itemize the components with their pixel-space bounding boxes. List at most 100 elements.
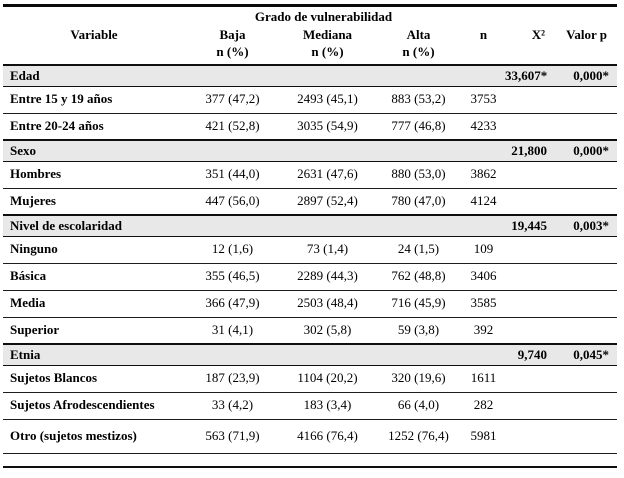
cell-alta: 777 (46,8) bbox=[375, 113, 462, 141]
cell-mediana: 2493 (45,1) bbox=[280, 86, 375, 114]
group-header-grado-vulnerabilidad: Grado de vulnerabilidad bbox=[254, 9, 393, 25]
cell-n: 1611 bbox=[462, 365, 505, 393]
cell-variable: Ninguno bbox=[3, 236, 185, 264]
header-spacer bbox=[555, 6, 617, 27]
section-row-edad: Edad 33,607* 0,000* bbox=[3, 64, 617, 87]
cell-mediana: 2631 (47,6) bbox=[280, 161, 375, 189]
cell-chi2-empty bbox=[505, 290, 555, 318]
subheader-n-pct-baja: n (%) bbox=[185, 44, 280, 66]
cell-mediana: 183 (3,4) bbox=[280, 392, 375, 420]
cell-chi2-empty bbox=[505, 86, 555, 114]
cell-valor-p-empty bbox=[555, 86, 617, 114]
cell-baja: 31 (4,1) bbox=[185, 317, 280, 345]
section-row-etnia: Etnia 9,740 0,045* bbox=[3, 343, 617, 366]
table-body: Edad 33,607* 0,000* Entre 15 y 19 años 3… bbox=[3, 64, 617, 454]
cell-alta: 1252 (76,4) bbox=[375, 419, 462, 454]
cell-chi2-empty bbox=[505, 317, 555, 345]
section-row-sexo: Sexo 21,800 0,000* bbox=[3, 139, 617, 162]
table-header: Grado de vulnerabilidad Variable Baja Me… bbox=[3, 6, 617, 66]
cell-mediana: 4166 (76,4) bbox=[280, 419, 375, 454]
cell-valor-p: 0,000* bbox=[555, 139, 617, 162]
bottom-rule-gap bbox=[3, 453, 617, 468]
cell-n: 3406 bbox=[462, 263, 505, 291]
cell-variable: Básica bbox=[3, 263, 185, 291]
cell-chi2: 33,607* bbox=[505, 64, 555, 87]
table-row-sujetos-afrodescendientes: Sujetos Afrodescendientes 33 (4,2) 183 (… bbox=[3, 392, 617, 420]
table-row-hombres: Hombres 351 (44,0) 2631 (47,6) 880 (53,0… bbox=[3, 161, 617, 189]
cell-valor-p: 0,045* bbox=[555, 343, 617, 366]
section-label: Sexo bbox=[3, 139, 505, 162]
cell-variable: Hombres bbox=[3, 161, 185, 189]
cell-chi2: 9,740 bbox=[505, 343, 555, 366]
cell-variable: Mujeres bbox=[3, 188, 185, 216]
cell-baja: 187 (23,9) bbox=[185, 365, 280, 393]
cell-chi2-empty bbox=[505, 161, 555, 189]
table-row-superior: Superior 31 (4,1) 302 (5,8) 59 (3,8) 392 bbox=[3, 317, 617, 345]
cell-mediana: 2897 (52,4) bbox=[280, 188, 375, 216]
cell-valor-p: 0,003* bbox=[555, 214, 617, 237]
table-footer bbox=[3, 453, 617, 468]
cell-baja: 355 (46,5) bbox=[185, 263, 280, 291]
cell-baja: 351 (44,0) bbox=[185, 161, 280, 189]
cell-baja: 563 (71,9) bbox=[185, 419, 280, 454]
cell-chi2-empty bbox=[505, 113, 555, 141]
table-row-media: Media 366 (47,9) 2503 (48,4) 716 (45,9) … bbox=[3, 290, 617, 318]
cell-n: 5981 bbox=[462, 419, 505, 454]
table-row-entre-20-24: Entre 20-24 años 421 (52,8) 3035 (54,9) … bbox=[3, 113, 617, 141]
cell-valor-p-empty bbox=[555, 365, 617, 393]
cell-chi2-empty bbox=[505, 188, 555, 216]
cell-n: 3862 bbox=[462, 161, 505, 189]
col-header-chi2: X² bbox=[531, 26, 545, 42]
cell-alta: 320 (19,6) bbox=[375, 365, 462, 393]
cell-mediana: 2503 (48,4) bbox=[280, 290, 375, 318]
cell-n: 109 bbox=[462, 236, 505, 264]
header-spacer bbox=[555, 44, 617, 66]
cell-baja: 12 (1,6) bbox=[185, 236, 280, 264]
cell-mediana: 1104 (20,2) bbox=[280, 365, 375, 393]
bottom-rule-gap-row bbox=[3, 453, 617, 468]
header-spacer bbox=[3, 44, 185, 66]
header-row-subheader: n (%) n (%) n (%) bbox=[3, 44, 617, 66]
cell-valor-p-empty bbox=[555, 419, 617, 454]
cell-alta: 59 (3,8) bbox=[375, 317, 462, 345]
cell-valor-p-empty bbox=[555, 236, 617, 264]
cell-alta: 716 (45,9) bbox=[375, 290, 462, 318]
cell-baja: 421 (52,8) bbox=[185, 113, 280, 141]
subheader-n-pct-mediana: n (%) bbox=[280, 44, 375, 66]
cell-chi2-empty bbox=[505, 236, 555, 264]
cell-chi2-empty bbox=[505, 365, 555, 393]
cell-n: 282 bbox=[462, 392, 505, 420]
cell-n: 3585 bbox=[462, 290, 505, 318]
header-spacer bbox=[505, 44, 555, 66]
col-header-mediana: Mediana bbox=[302, 26, 353, 42]
cell-chi2: 21,800 bbox=[505, 139, 555, 162]
table-row-sujetos-blancos: Sujetos Blancos 187 (23,9) 1104 (20,2) 3… bbox=[3, 365, 617, 393]
cell-valor-p-empty bbox=[555, 317, 617, 345]
cell-chi2: 19,445 bbox=[505, 214, 555, 237]
cell-mediana: 73 (1,4) bbox=[280, 236, 375, 264]
section-label: Edad bbox=[3, 64, 505, 87]
section-label: Etnia bbox=[3, 343, 505, 366]
col-header-baja: Baja bbox=[219, 26, 246, 42]
cell-valor-p: 0,000* bbox=[555, 64, 617, 87]
header-row-columns: Variable Baja Mediana Alta n X² Valor p bbox=[3, 26, 617, 44]
cell-alta: 880 (53,0) bbox=[375, 161, 462, 189]
col-header-valor-p: Valor p bbox=[566, 26, 607, 42]
cell-baja: 366 (47,9) bbox=[185, 290, 280, 318]
header-spacer bbox=[3, 6, 185, 27]
cell-valor-p-empty bbox=[555, 188, 617, 216]
cell-alta: 66 (4,0) bbox=[375, 392, 462, 420]
cell-valor-p-empty bbox=[555, 392, 617, 420]
cell-alta: 780 (47,0) bbox=[375, 188, 462, 216]
table-row-ninguno: Ninguno 12 (1,6) 73 (1,4) 24 (1,5) 109 bbox=[3, 236, 617, 264]
header-spacer bbox=[505, 6, 555, 27]
cell-variable: Media bbox=[3, 290, 185, 318]
table-row-mujeres: Mujeres 447 (56,0) 2897 (52,4) 780 (47,0… bbox=[3, 188, 617, 216]
col-header-alta: Alta bbox=[406, 26, 431, 42]
cell-baja: 33 (4,2) bbox=[185, 392, 280, 420]
cell-mediana: 302 (5,8) bbox=[280, 317, 375, 345]
cell-alta: 883 (53,2) bbox=[375, 86, 462, 114]
cell-chi2-empty bbox=[505, 263, 555, 291]
section-label: Nivel de escolaridad bbox=[3, 214, 505, 237]
